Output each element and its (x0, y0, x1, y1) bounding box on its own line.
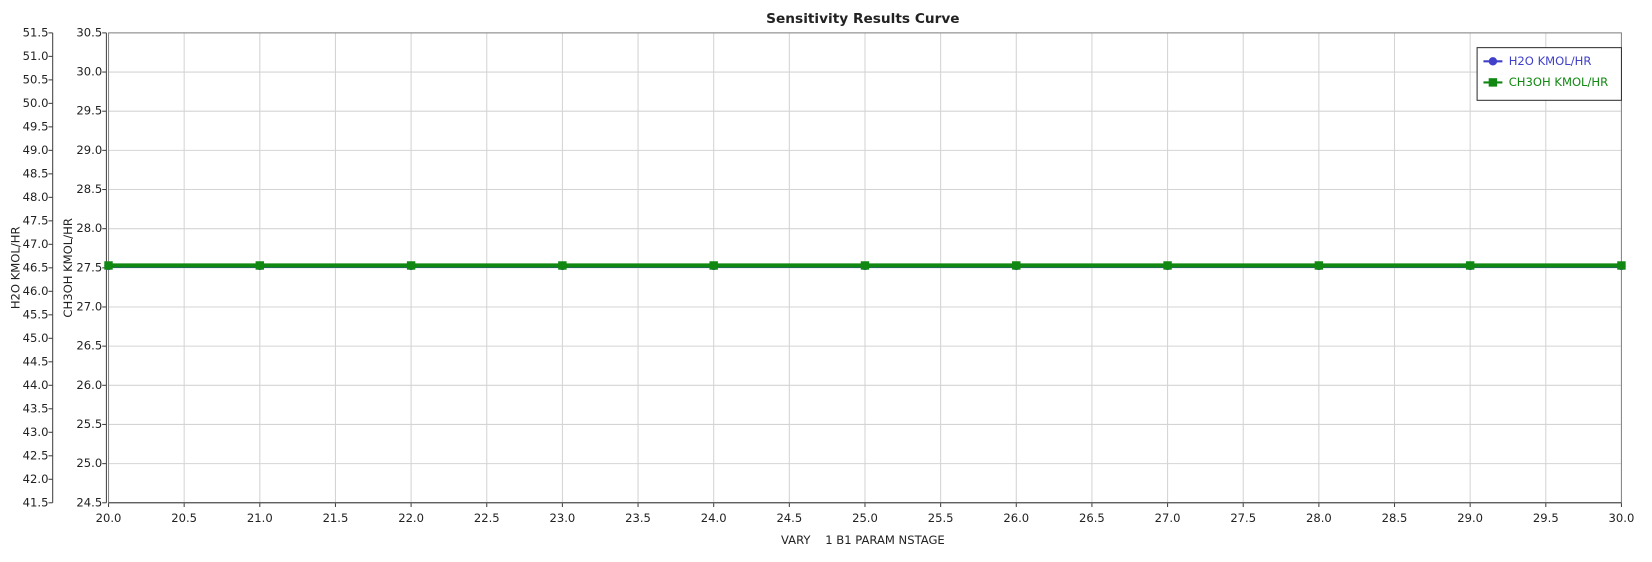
y2-tick-label: 24.5 (76, 495, 102, 509)
x-tick-label: 27.5 (1230, 511, 1256, 525)
y-tick-label: 48.5 (23, 166, 49, 180)
x-tick-label: 21.0 (247, 511, 273, 525)
data-point (406, 261, 416, 270)
y-tick-label: 43.5 (23, 401, 49, 415)
data-point (1617, 261, 1626, 270)
legend-marker (1488, 78, 1498, 87)
x-tick-label: 29.5 (1533, 511, 1559, 525)
y-tick-label: 47.5 (23, 213, 49, 227)
y-tick-label: 43.0 (23, 425, 49, 439)
y2-tick-label: 26.5 (76, 339, 102, 353)
y-tick-label: 44.5 (23, 354, 49, 368)
data-point (709, 261, 718, 270)
y2-tick-label: 29.5 (76, 104, 102, 118)
y-tick-label: 46.5 (23, 260, 49, 274)
data-point (1012, 261, 1021, 270)
x-tick-label: 27.0 (1155, 511, 1181, 525)
x-tick-label: 23.0 (550, 511, 576, 525)
data-point (558, 261, 567, 270)
legend-marker (1488, 57, 1498, 66)
x-tick-label: 23.5 (625, 511, 651, 525)
y-tick-label: 49.5 (23, 119, 49, 133)
y-tick-label: 47.0 (23, 237, 49, 251)
x-tick-label: 26.5 (1079, 511, 1105, 525)
x-tick-label: 28.0 (1306, 511, 1332, 525)
legend-label: CH3OH KMOL/HR (1509, 75, 1608, 89)
x-axis-title: VARY 1 B1 PARAM NSTAGE (781, 533, 945, 547)
legend-box (1476, 47, 1622, 101)
x-tick-label: 29.0 (1457, 511, 1483, 525)
y-tick-label: 45.5 (23, 307, 49, 321)
y-tick-label: 51.5 (23, 25, 49, 39)
y-tick-label: 48.0 (23, 190, 49, 204)
data-point (1465, 261, 1475, 270)
y-tick-label: 50.5 (23, 72, 49, 86)
y2-tick-label: 25.5 (76, 417, 102, 431)
x-tick-label: 21.5 (323, 511, 349, 525)
x-tick-label: 28.5 (1382, 511, 1408, 525)
x-tick-label: 20.5 (171, 511, 197, 525)
x-tick-label: 25.0 (852, 511, 878, 525)
x-tick-label: 22.0 (398, 511, 424, 525)
x-tick-label: 25.5 (928, 511, 954, 525)
y2-tick-label: 27.0 (76, 299, 102, 313)
y2-axis-title: CH3OH KMOL/HR (61, 218, 75, 317)
x-tick-label: 30.0 (1609, 511, 1635, 525)
y2-tick-label: 26.0 (76, 378, 102, 392)
x-tick-label: 24.5 (776, 511, 802, 525)
y2-tick-label: 28.5 (76, 182, 102, 196)
y2-tick-label: 30.5 (76, 25, 102, 39)
y2-tick-label: 29.0 (76, 143, 102, 157)
y-tick-label: 42.0 (23, 472, 49, 486)
data-point (860, 261, 870, 270)
x-tick-label: 24.0 (701, 511, 727, 525)
x-tick-label: 26.0 (1003, 511, 1029, 525)
y2-tick-label: 27.5 (76, 260, 102, 274)
data-point (255, 261, 265, 270)
chart-title: Sensitivity Results Curve (766, 11, 959, 27)
data-point (1163, 261, 1172, 270)
y-tick-label: 46.0 (23, 284, 49, 298)
y-tick-label: 51.0 (23, 49, 49, 63)
y-tick-label: 50.0 (23, 96, 49, 110)
y2-tick-label: 28.0 (76, 221, 102, 235)
y-tick-label: 45.0 (23, 331, 49, 345)
data-point (104, 261, 113, 270)
y2-tick-label: 25.0 (76, 456, 102, 470)
x-tick-label: 22.5 (474, 511, 500, 525)
legend-label: H2O KMOL/HR (1509, 54, 1592, 68)
y-tick-label: 44.0 (23, 378, 49, 392)
y-tick-label: 49.0 (23, 143, 49, 157)
y-tick-label: 41.5 (23, 495, 49, 509)
data-point (1314, 261, 1324, 270)
x-tick-label: 20.0 (96, 511, 122, 525)
y2-tick-label: 30.0 (76, 65, 102, 79)
y-tick-label: 42.5 (23, 448, 49, 462)
y-axis-title: H2O KMOL/HR (8, 226, 22, 309)
